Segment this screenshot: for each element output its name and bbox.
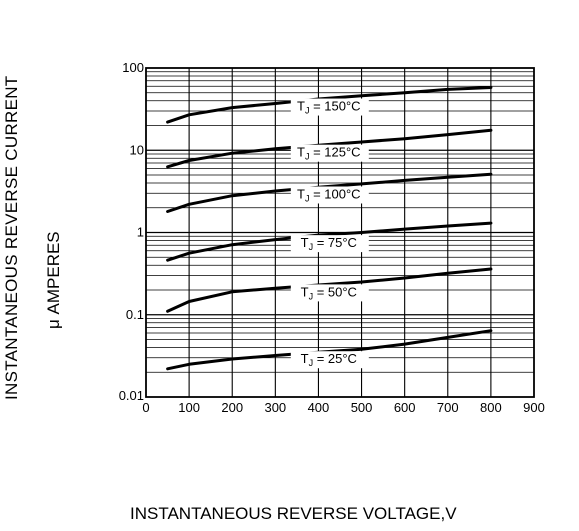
y-tick-label: 100 <box>122 60 144 75</box>
series-label: TJ = 25°C <box>290 351 369 369</box>
y-axis-title: INSTANTANEOUS REVERSE CURRENT <box>2 75 21 401</box>
x-tick-label: 900 <box>523 400 545 415</box>
series-label-text: TJ = 50°C <box>301 284 357 301</box>
series-label-bg <box>290 144 369 162</box>
x-axis-title: INSTANTANEOUS REVERSE VOLTAGE,V <box>130 504 457 523</box>
plot-frame <box>145 67 535 398</box>
series-layer <box>166 86 493 371</box>
series-label-bg <box>290 98 369 116</box>
y-tick-label: 0.1 <box>126 307 144 322</box>
series-label-text: TJ = 75°C <box>301 235 357 252</box>
y-tick-label: 10 <box>130 142 144 157</box>
y-tick-label: 1 <box>137 225 144 240</box>
x-tick-label: 600 <box>394 400 416 415</box>
tick-labels: 0 100 200 300 400 500 600 700 800 900 0.01 0.1 1 10 10… <box>119 60 545 415</box>
series-label-bg <box>290 186 369 204</box>
series-label: TJ = 75°C <box>290 235 369 253</box>
x-tick-label: 800 <box>480 400 502 415</box>
series-label-text: TJ = 100°C <box>297 186 361 203</box>
series-label-text: TJ = 25°C <box>301 351 357 368</box>
x-tick-label: 0 <box>142 400 149 415</box>
y-tick-label: 0.01 <box>119 388 144 403</box>
series-label: TJ = 150°C <box>290 98 369 116</box>
x-tick-label: 400 <box>308 400 330 415</box>
series-label: TJ = 125°C <box>290 144 369 162</box>
series-label-text: TJ = 150°C <box>297 99 361 116</box>
series-label-text: TJ = 125°C <box>297 145 361 162</box>
y-axis-unit: μ AMPERES <box>44 231 63 329</box>
x-tick-label: 700 <box>437 400 459 415</box>
series-label: TJ = 50°C <box>290 284 369 302</box>
series-labels: TJ = 150°C TJ = 125°C TJ = 100°C TJ = 75°C T… <box>290 98 369 369</box>
series-label: TJ = 100°C <box>290 186 369 204</box>
x-tick-label: 100 <box>178 400 200 415</box>
series-line <box>166 221 493 262</box>
series-label-bg <box>290 351 369 369</box>
x-tick-label: 200 <box>221 400 243 415</box>
series-label-bg <box>290 284 369 302</box>
series-label-bg <box>290 235 369 253</box>
x-tick-label: 500 <box>351 400 373 415</box>
x-tick-label: 300 <box>264 400 286 415</box>
plot-border <box>145 67 535 398</box>
